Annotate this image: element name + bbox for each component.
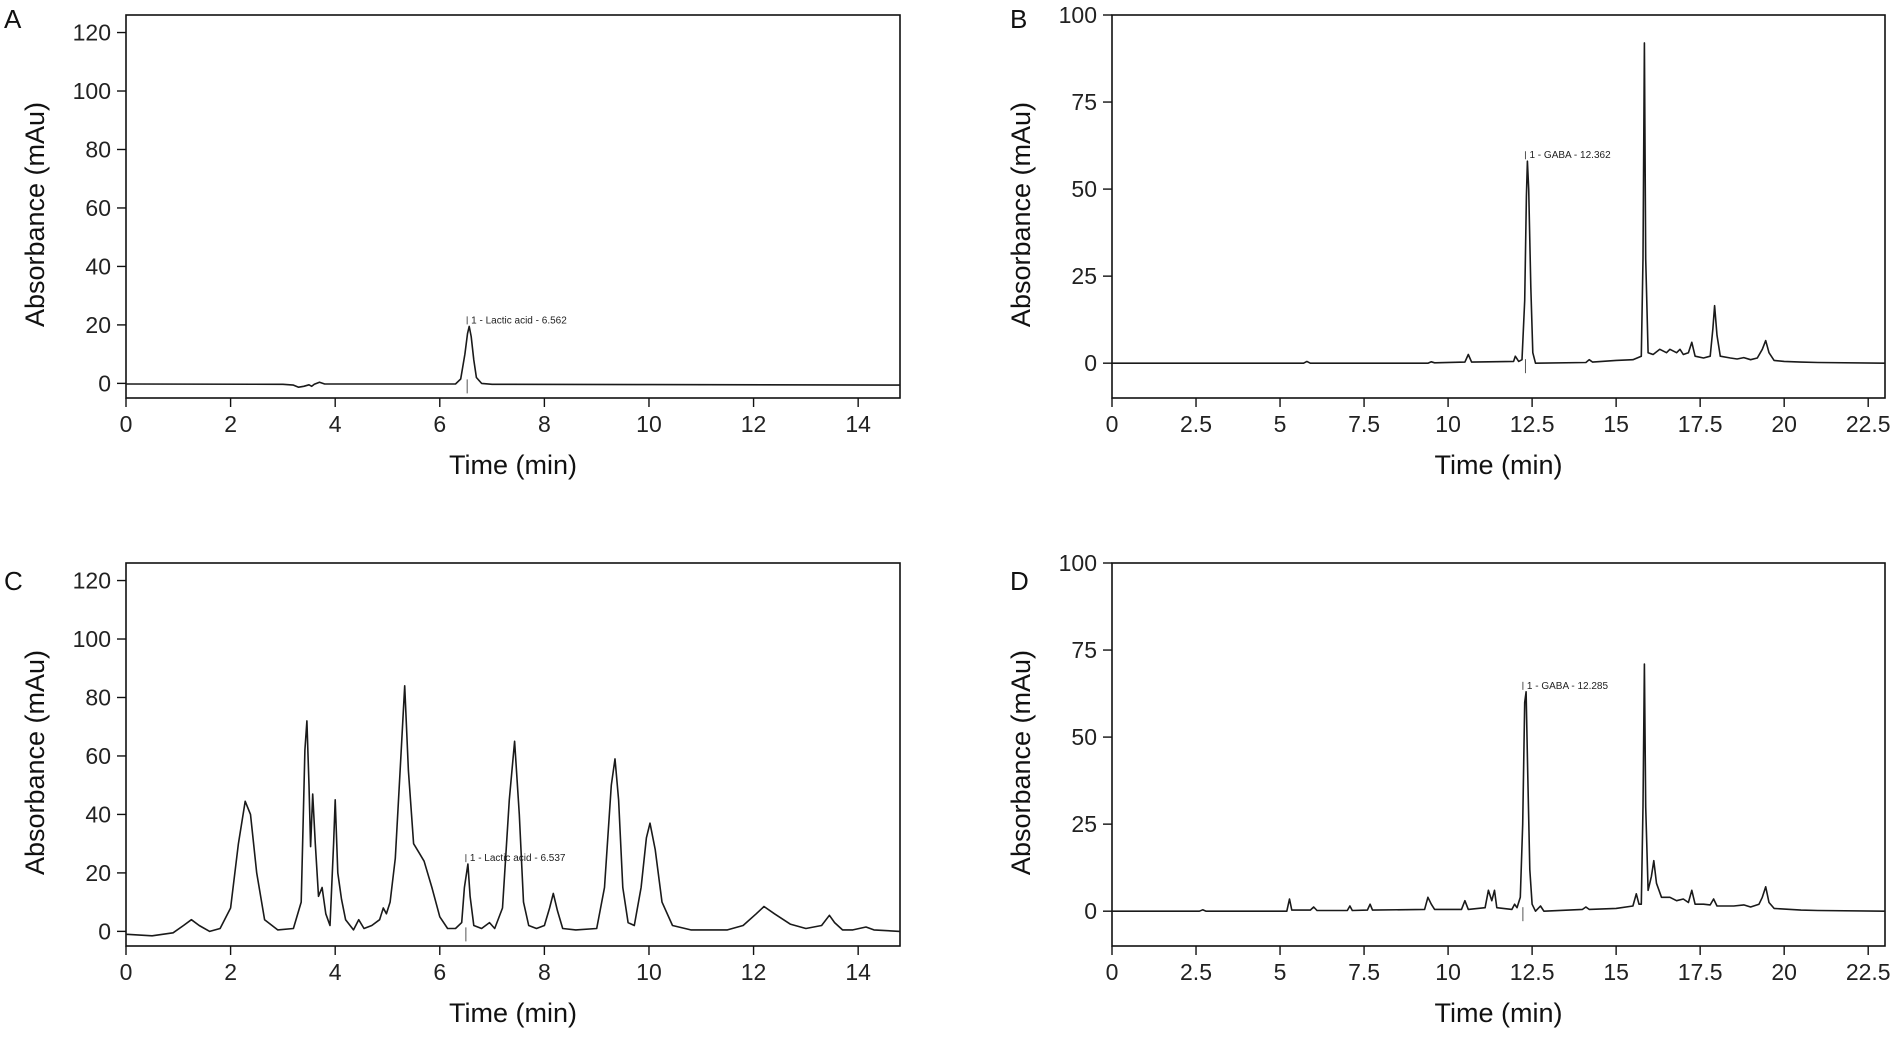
panel-label: B	[1010, 4, 1027, 34]
y-axis-title: Absorbance (mAu)	[1006, 650, 1036, 875]
peak-label: 1 - Lactic acid - 6.537	[470, 853, 566, 864]
chromatogram-trace	[1112, 42, 1886, 364]
y-tick-label: 25	[1071, 811, 1097, 837]
x-tick-label: 17.5	[1678, 959, 1723, 985]
x-tick-label: 15	[1603, 411, 1629, 437]
panel-label: C	[4, 566, 23, 596]
y-tick-label: 0	[1084, 350, 1097, 376]
y-tick-label: 100	[73, 626, 111, 652]
plot-frame	[125, 562, 901, 947]
x-tick-label: 0	[120, 959, 133, 985]
y-tick-label: 50	[1071, 176, 1097, 202]
y-tick-label: 60	[85, 743, 111, 769]
x-tick-label: 10	[1435, 959, 1461, 985]
panel-b: B 0 2.5 5 7.5 10 12.5 15 17.5 20 22.5 0 25 50 75 100 Tim…	[1006, 2, 1891, 480]
x-tick-label: 5	[1274, 411, 1287, 437]
x-tick-label: 22.5	[1846, 959, 1891, 985]
y-axis-title: Absorbance (mAu)	[20, 102, 50, 327]
peak-label: 1 - GABA - 12.362	[1529, 150, 1611, 161]
x-tick-label: 2	[224, 411, 237, 437]
x-tick-label: 12.5	[1510, 411, 1555, 437]
y-tick-label: 100	[1059, 550, 1097, 576]
x-axis-title: Time (min)	[1435, 450, 1563, 480]
y-tick-label: 80	[85, 684, 111, 710]
x-tick-label: 0	[1106, 411, 1119, 437]
x-tick-label: 7.5	[1348, 411, 1380, 437]
x-axis-title: Time (min)	[449, 450, 577, 480]
x-tick-label: 4	[329, 411, 342, 437]
x-tick-label: 14	[845, 959, 871, 985]
chromatogram-trace	[125, 325, 901, 388]
x-tick-label: 5	[1274, 959, 1287, 985]
peak-label: 1 - Lactic acid - 6.562	[471, 315, 567, 326]
plot-frame	[1111, 14, 1886, 399]
y-tick-label: 80	[85, 136, 111, 162]
y-tick-label: 20	[85, 860, 111, 886]
panel-label: D	[1010, 566, 1029, 596]
x-tick-label: 17.5	[1678, 411, 1723, 437]
x-tick-label: 15	[1603, 959, 1629, 985]
x-tick-label: 2.5	[1180, 411, 1212, 437]
peak-label: 1 - GABA - 12.285	[1527, 681, 1609, 692]
x-tick-label: 6	[433, 411, 446, 437]
y-tick-label: 40	[85, 253, 111, 279]
y-tick-label: 75	[1071, 637, 1097, 663]
x-tick-label: 10	[1435, 411, 1461, 437]
x-tick-label: 0	[1106, 959, 1119, 985]
y-tick-label: 40	[85, 801, 111, 827]
x-tick-label: 7.5	[1348, 959, 1380, 985]
x-axis-title: Time (min)	[449, 998, 577, 1028]
x-axis-title: Time (min)	[1435, 998, 1563, 1028]
x-tick-label: 8	[538, 411, 551, 437]
x-tick-label: 10	[636, 959, 662, 985]
panel-label: A	[4, 4, 22, 34]
y-tick-label: 50	[1071, 724, 1097, 750]
plot-frame	[1111, 562, 1886, 947]
x-tick-label: 12	[741, 411, 767, 437]
panel-c: C 0 2 4 6 8 10 12 14 0 20 40 60 80 100 120 Time (min) Abs…	[4, 562, 901, 1028]
y-tick-label: 100	[1059, 2, 1097, 28]
x-tick-label: 8	[538, 959, 551, 985]
y-tick-label: 75	[1071, 89, 1097, 115]
panel-d: D 0 2.5 5 7.5 10 12.5 15 17.5 20 22.5 0 25 50 75 100 Tim…	[1006, 550, 1891, 1028]
y-tick-label: 25	[1071, 263, 1097, 289]
chromatogram-trace	[1112, 663, 1886, 912]
x-tick-label: 14	[845, 411, 871, 437]
y-tick-label: 120	[73, 20, 111, 46]
x-tick-label: 22.5	[1846, 411, 1891, 437]
y-axis-title: Absorbance (mAu)	[1006, 102, 1036, 327]
x-tick-label: 12.5	[1510, 959, 1555, 985]
x-tick-label: 20	[1771, 411, 1797, 437]
x-tick-label: 2	[224, 959, 237, 985]
y-tick-label: 100	[73, 78, 111, 104]
y-tick-label: 20	[85, 312, 111, 338]
x-tick-label: 20	[1771, 959, 1797, 985]
y-axis-title: Absorbance (mAu)	[20, 650, 50, 875]
x-tick-label: 0	[120, 411, 133, 437]
x-tick-label: 2.5	[1180, 959, 1212, 985]
y-tick-label: 0	[98, 370, 111, 396]
chromatogram-trace	[125, 685, 901, 937]
y-tick-label: 60	[85, 195, 111, 221]
y-tick-label: 120	[73, 568, 111, 594]
panel-a: A 0 2 4 6 8 10 12 14 0 20 40 60 80 100 120 Time (min) Abs…	[4, 4, 901, 480]
x-tick-label: 4	[329, 959, 342, 985]
x-tick-label: 12	[741, 959, 767, 985]
x-tick-label: 6	[433, 959, 446, 985]
y-tick-label: 0	[1084, 898, 1097, 924]
x-tick-label: 10	[636, 411, 662, 437]
y-tick-label: 0	[98, 918, 111, 944]
plot-frame	[125, 14, 901, 399]
